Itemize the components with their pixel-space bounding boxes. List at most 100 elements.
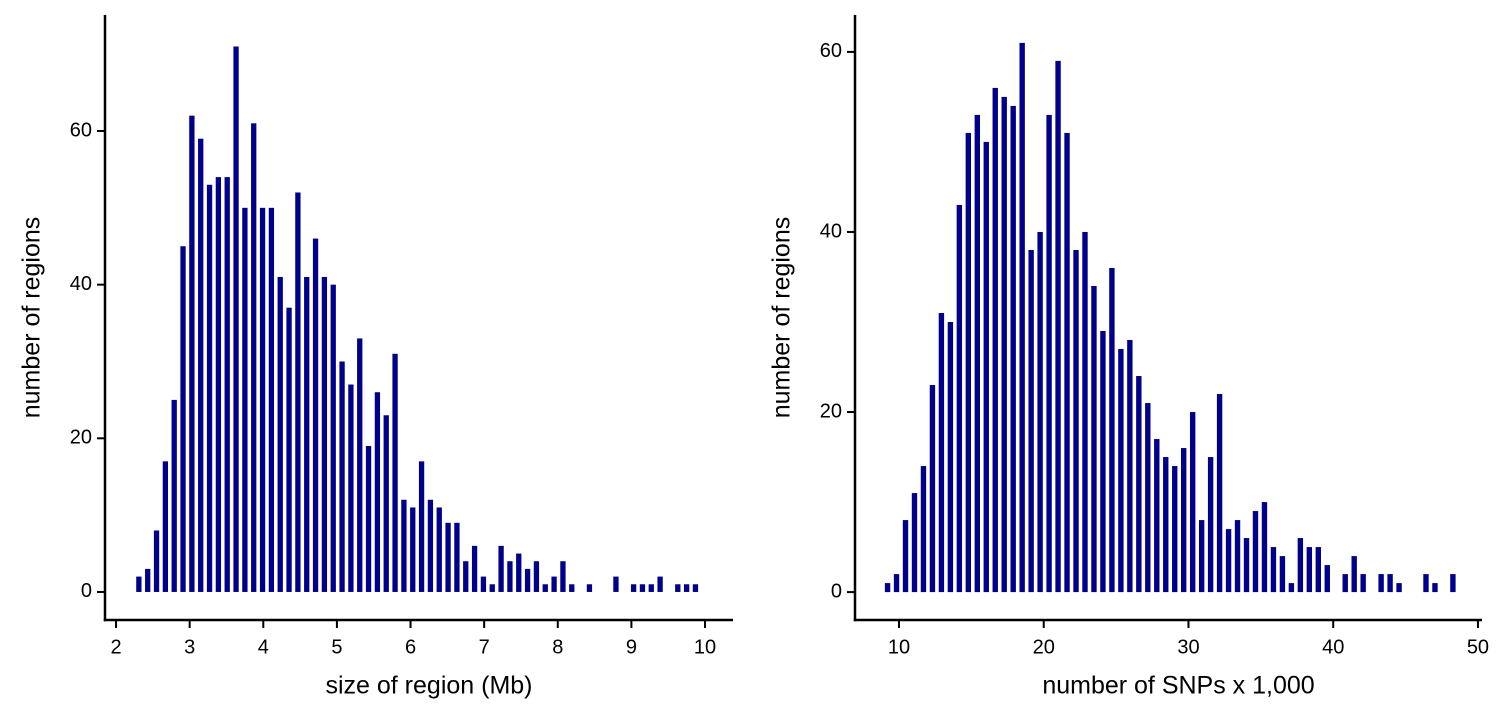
bar bbox=[224, 177, 230, 592]
y-tick-label: 60 bbox=[820, 40, 842, 62]
bar bbox=[1172, 466, 1178, 593]
bar bbox=[312, 238, 319, 592]
bar bbox=[613, 576, 619, 592]
bar bbox=[1225, 529, 1232, 593]
bar bbox=[1055, 60, 1061, 593]
bar bbox=[410, 507, 416, 592]
bar bbox=[1198, 520, 1205, 593]
bar bbox=[893, 574, 900, 593]
bar bbox=[339, 361, 345, 592]
bar bbox=[401, 499, 407, 592]
bar bbox=[911, 493, 918, 593]
bar bbox=[1100, 331, 1106, 593]
bar bbox=[1028, 249, 1034, 593]
bar bbox=[1288, 583, 1295, 593]
x-tick-label: 30 bbox=[1177, 636, 1199, 658]
bar bbox=[1396, 583, 1402, 593]
bar bbox=[1145, 403, 1151, 593]
bar bbox=[1387, 574, 1393, 593]
x-axis-title: size of region (Mb) bbox=[325, 672, 532, 700]
bar bbox=[1279, 556, 1286, 593]
bar bbox=[215, 177, 222, 592]
panel: 10 20 30 40 50 0 20 40 60 number of SNPs x 1,000 n… bbox=[768, 15, 1489, 700]
x-tick-label: 5 bbox=[331, 636, 342, 658]
bar bbox=[639, 584, 646, 592]
bar bbox=[1118, 349, 1124, 593]
bar bbox=[365, 445, 372, 592]
bar bbox=[1450, 574, 1456, 593]
y-tick-label: 40 bbox=[70, 273, 92, 295]
bar bbox=[551, 576, 557, 592]
bar bbox=[348, 384, 354, 592]
bar bbox=[692, 584, 699, 592]
bar bbox=[1136, 376, 1142, 593]
bar bbox=[974, 114, 980, 593]
x-tick-label: 9 bbox=[626, 636, 637, 658]
x-tick-label: 40 bbox=[1322, 636, 1344, 658]
bar bbox=[569, 584, 575, 592]
bar bbox=[295, 192, 301, 592]
bar bbox=[1001, 96, 1007, 593]
bar bbox=[427, 499, 434, 592]
bar bbox=[657, 576, 663, 592]
bar bbox=[902, 520, 909, 593]
bar bbox=[1324, 565, 1330, 593]
bar bbox=[1091, 285, 1097, 593]
bar bbox=[1019, 42, 1025, 593]
bar bbox=[418, 461, 425, 592]
bar bbox=[516, 553, 522, 592]
bar bbox=[145, 568, 151, 592]
bar bbox=[586, 584, 593, 592]
bar bbox=[445, 522, 451, 592]
bar bbox=[304, 276, 310, 592]
bar bbox=[1127, 340, 1133, 593]
bar bbox=[1037, 231, 1043, 593]
bar bbox=[675, 584, 681, 592]
x-tick-label: 8 bbox=[552, 636, 563, 658]
bar bbox=[1163, 457, 1169, 593]
y-tick-label: 20 bbox=[820, 400, 842, 422]
bar bbox=[1261, 502, 1268, 593]
bar bbox=[1342, 574, 1348, 593]
bar bbox=[1297, 538, 1304, 593]
bar bbox=[330, 284, 336, 592]
bar bbox=[947, 322, 954, 593]
bar bbox=[1189, 412, 1196, 593]
bar bbox=[153, 530, 160, 592]
bar bbox=[357, 338, 363, 592]
bar bbox=[1207, 457, 1214, 593]
bar bbox=[630, 584, 637, 592]
bar bbox=[1243, 538, 1250, 593]
bar bbox=[992, 87, 998, 593]
bar bbox=[286, 307, 292, 592]
bar bbox=[259, 207, 266, 592]
bar bbox=[920, 466, 927, 593]
bar bbox=[136, 576, 142, 592]
bar bbox=[392, 353, 398, 592]
y-tick-label: 0 bbox=[831, 580, 842, 602]
y-tick-label: 40 bbox=[820, 220, 842, 242]
bar bbox=[1181, 448, 1187, 593]
bar bbox=[454, 522, 460, 592]
bar bbox=[1315, 547, 1321, 593]
x-tick-label: 20 bbox=[1033, 636, 1055, 658]
bar bbox=[956, 204, 963, 593]
bar bbox=[1154, 439, 1160, 593]
bar bbox=[162, 461, 169, 592]
bar bbox=[189, 115, 195, 592]
bar bbox=[206, 184, 213, 592]
bar bbox=[480, 576, 487, 592]
bar bbox=[489, 584, 495, 592]
bar bbox=[180, 246, 186, 592]
y-axis-title: number of regions bbox=[18, 217, 46, 419]
bar bbox=[1252, 511, 1259, 593]
bar bbox=[1073, 249, 1079, 593]
bar bbox=[1432, 583, 1438, 593]
bar bbox=[533, 561, 540, 592]
bar bbox=[938, 312, 945, 593]
bar bbox=[1234, 520, 1241, 593]
bar bbox=[1306, 547, 1313, 593]
bar bbox=[1082, 231, 1088, 593]
x-tick-label: 6 bbox=[405, 636, 416, 658]
bar bbox=[1351, 556, 1357, 593]
